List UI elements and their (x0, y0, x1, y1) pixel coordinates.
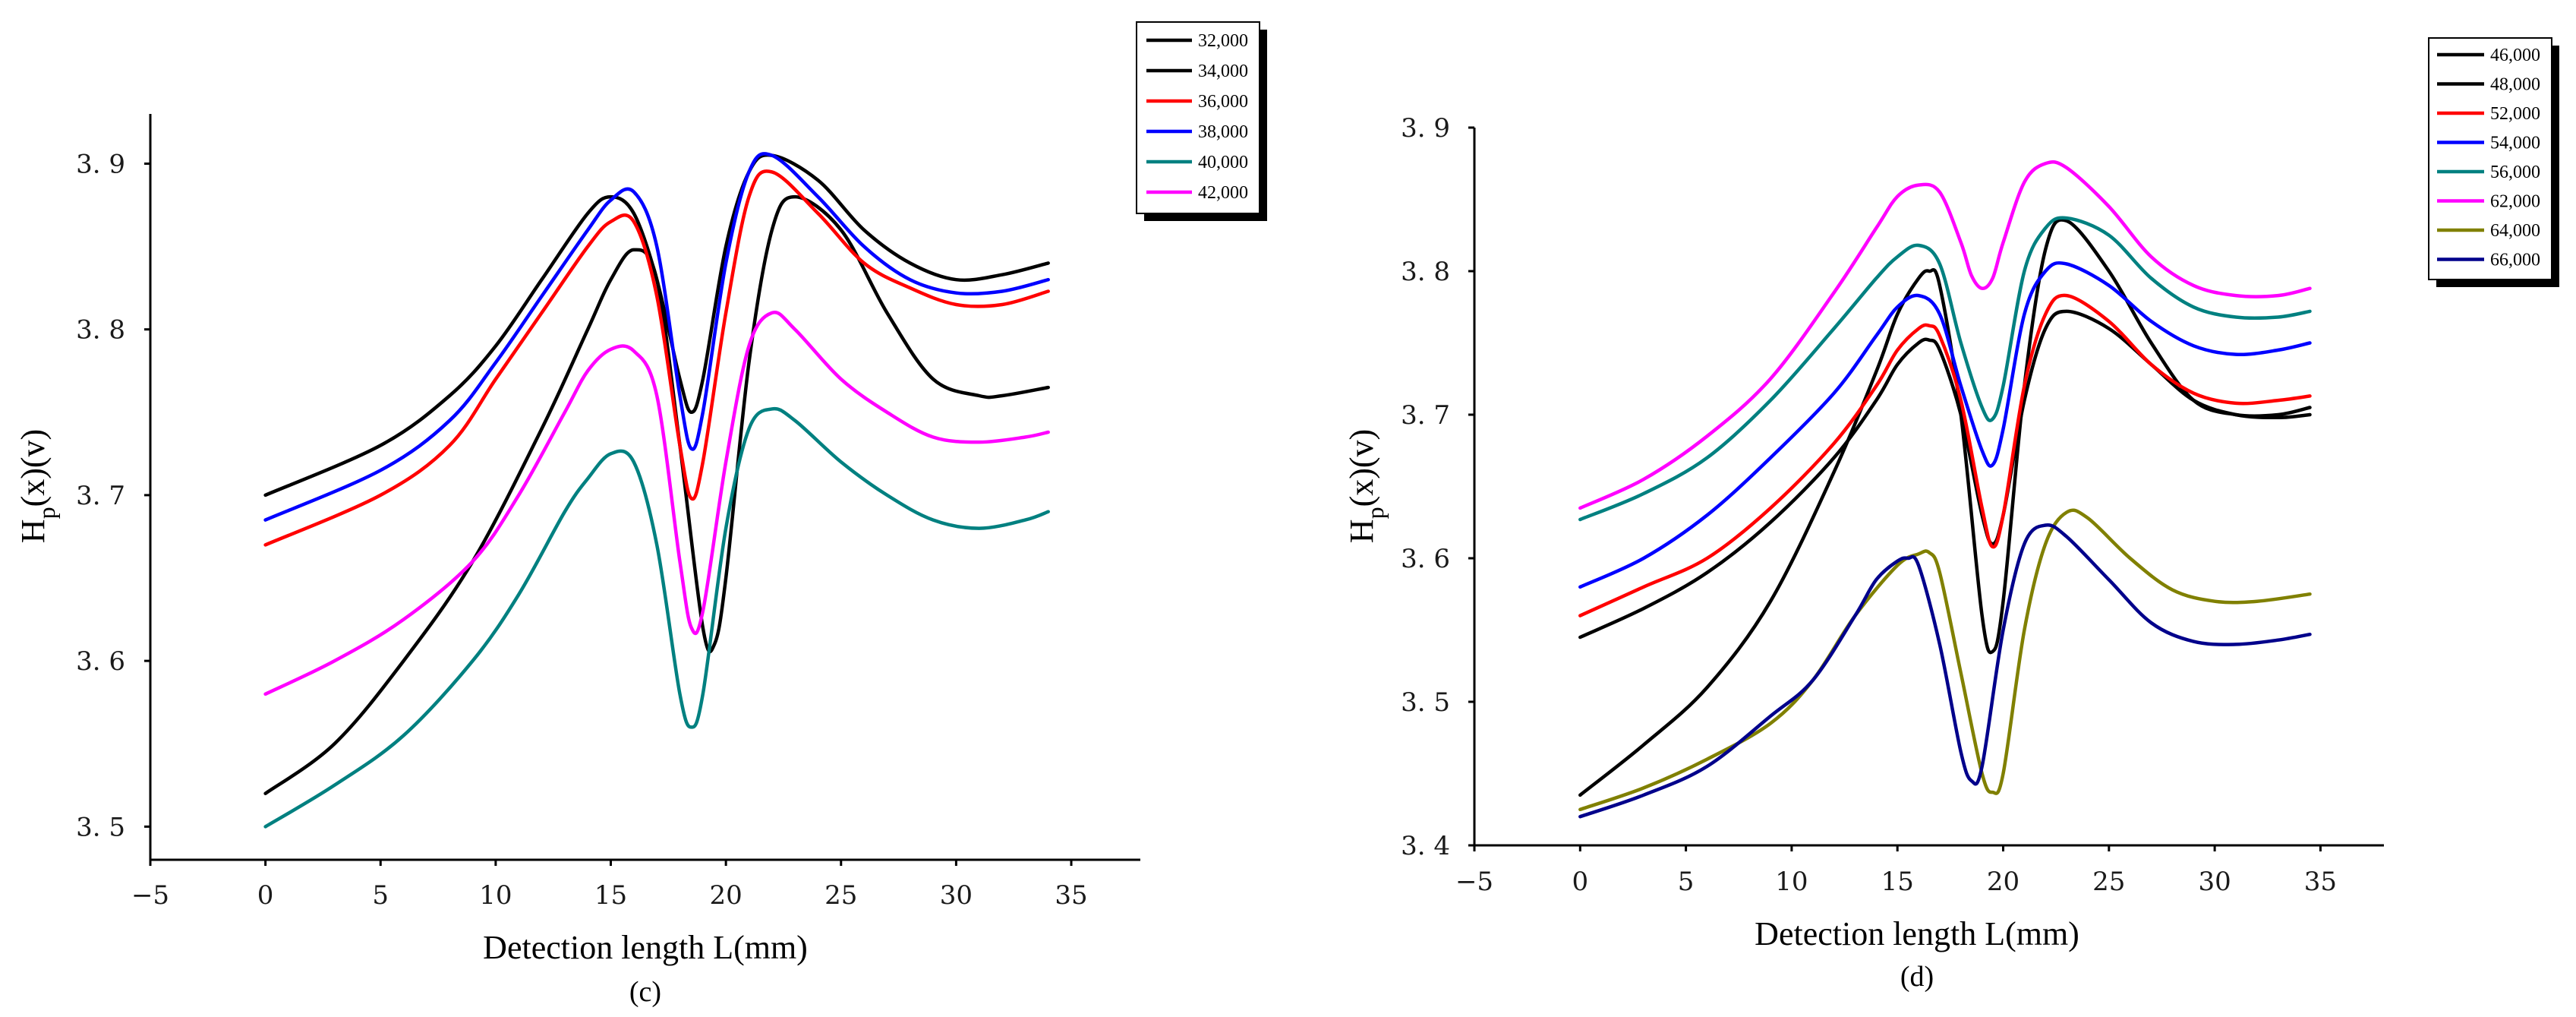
legend-label-c: 32,000 (1198, 31, 1248, 51)
y-tick-label-c: 3. 8 (76, 315, 125, 346)
legend-label-c: 38,000 (1198, 122, 1248, 142)
series-line-c-40000 (263, 406, 1050, 829)
y-axis-title-d: Hp(x)(v) (1343, 429, 1389, 543)
legend-label-d: 56,000 (2490, 163, 2540, 182)
chart-panel-d: −5 0 5 10 15 20 25 30 35 3. 4 3. 5 3. 6 3. 7 3. 8 3. 9… (1343, 37, 2559, 993)
series-line-d-52000 (1578, 293, 2312, 617)
ticks-c: −5 0 5 10 15 20 25 30 35 3. 5 3. 6 3. 7 3. 8 3. 9 (76, 149, 1088, 911)
legend-label-d: 48,000 (2490, 75, 2540, 95)
y-tick-label-c: 3. 9 (76, 149, 125, 179)
legend-label-c: 42,000 (1198, 183, 1248, 203)
y-tick-label-d: 3. 4 (1401, 831, 1450, 861)
x-tick-label-d: 15 (1881, 867, 1914, 897)
y-tick-label-d: 3. 5 (1401, 687, 1450, 718)
legend-label-d: 46,000 (2490, 46, 2540, 65)
y-tick-label-c: 3. 7 (76, 481, 125, 511)
y-tick-label-d: 3. 6 (1401, 544, 1450, 574)
x-tick-label-d: 25 (2092, 867, 2125, 897)
legend-label-d: 64,000 (2490, 221, 2540, 241)
legend-label-d: 52,000 (2490, 104, 2540, 124)
legend-label-d: 62,000 (2490, 192, 2540, 212)
series-group-c (263, 152, 1050, 829)
x-tick-label-c: 30 (940, 880, 973, 911)
x-axis-title-d: Detection length L(mm) (1755, 915, 2079, 952)
series-line-d-54000 (1578, 261, 2312, 589)
series-line-d-62000 (1578, 159, 2312, 510)
series-line-d-66000 (1578, 523, 2312, 819)
legend-label-c: 36,000 (1198, 92, 1248, 112)
y-tick-label-d: 3. 9 (1401, 113, 1450, 144)
x-tick-label-d: 30 (2198, 867, 2231, 897)
legend-label-d: 54,000 (2490, 134, 2540, 153)
series-group-d (1578, 159, 2312, 819)
x-tick-label-c: −5 (131, 880, 169, 911)
series-line-c-42000 (263, 310, 1050, 696)
x-tick-label-d: 5 (1678, 867, 1695, 897)
legend-label-c: 40,000 (1198, 153, 1248, 172)
panel-label-c: (c) (629, 976, 661, 1008)
x-tick-label-c: 20 (710, 880, 743, 911)
legend-label-c: 34,000 (1198, 62, 1248, 81)
y-tick-label-c: 3. 5 (76, 812, 125, 842)
x-tick-label-d: 20 (1987, 867, 2019, 897)
y-tick-label-c: 3. 6 (76, 646, 125, 677)
x-tick-label-c: 10 (479, 880, 512, 911)
panel-label-d: (d) (1900, 961, 1934, 993)
legend-items-c: 32,000 34,000 36,000 38,000 40,000 42,000 (1146, 31, 1248, 203)
y-tick-label-d: 3. 8 (1401, 257, 1450, 287)
x-axis-title-c: Detection length L(mm) (483, 929, 808, 966)
series-line-d-46000 (1578, 218, 2312, 797)
x-tick-label-c: 15 (594, 880, 627, 911)
x-tick-label-d: 35 (2304, 867, 2337, 897)
legend-c: 32,000 34,000 36,000 38,000 40,000 42,000 (1136, 21, 1267, 221)
legend-label-d: 66,000 (2490, 251, 2540, 270)
x-tick-label-d: −5 (1455, 867, 1493, 897)
x-tick-label-d: 10 (1775, 867, 1808, 897)
ticks-d: −5 0 5 10 15 20 25 30 35 3. 4 3. 5 3. 6 3. 7 3. 8 3. 9 (1401, 113, 2337, 897)
x-tick-label-c: 0 (257, 880, 274, 911)
series-line-c-36000 (263, 169, 1050, 547)
x-tick-label-d: 0 (1572, 867, 1588, 897)
legend-items-d: 46,000 48,000 52,000 54,000 56,000 62,000 64,0… (2437, 46, 2540, 270)
series-line-d-64000 (1578, 508, 2312, 812)
x-tick-label-c: 5 (372, 880, 389, 911)
series-line-c-32000 (263, 153, 1050, 497)
x-tick-label-c: 25 (825, 880, 857, 911)
legend-d: 46,000 48,000 52,000 54,000 56,000 62,000 64,0… (2428, 37, 2559, 287)
series-line-d-56000 (1578, 216, 2312, 522)
y-axis-title-c: Hp(x)(v) (14, 429, 60, 543)
y-tick-label-d: 3. 7 (1401, 400, 1450, 431)
series-line-c-38000 (263, 152, 1050, 522)
chart-panel-c: −5 0 5 10 15 20 25 30 35 3. 5 3. 6 3. 7 3. 8 3. 9 Det… (14, 21, 1267, 1008)
legend-box-d (2428, 37, 2552, 280)
legend-box-c (1136, 21, 1260, 214)
x-tick-label-c: 35 (1055, 880, 1087, 911)
